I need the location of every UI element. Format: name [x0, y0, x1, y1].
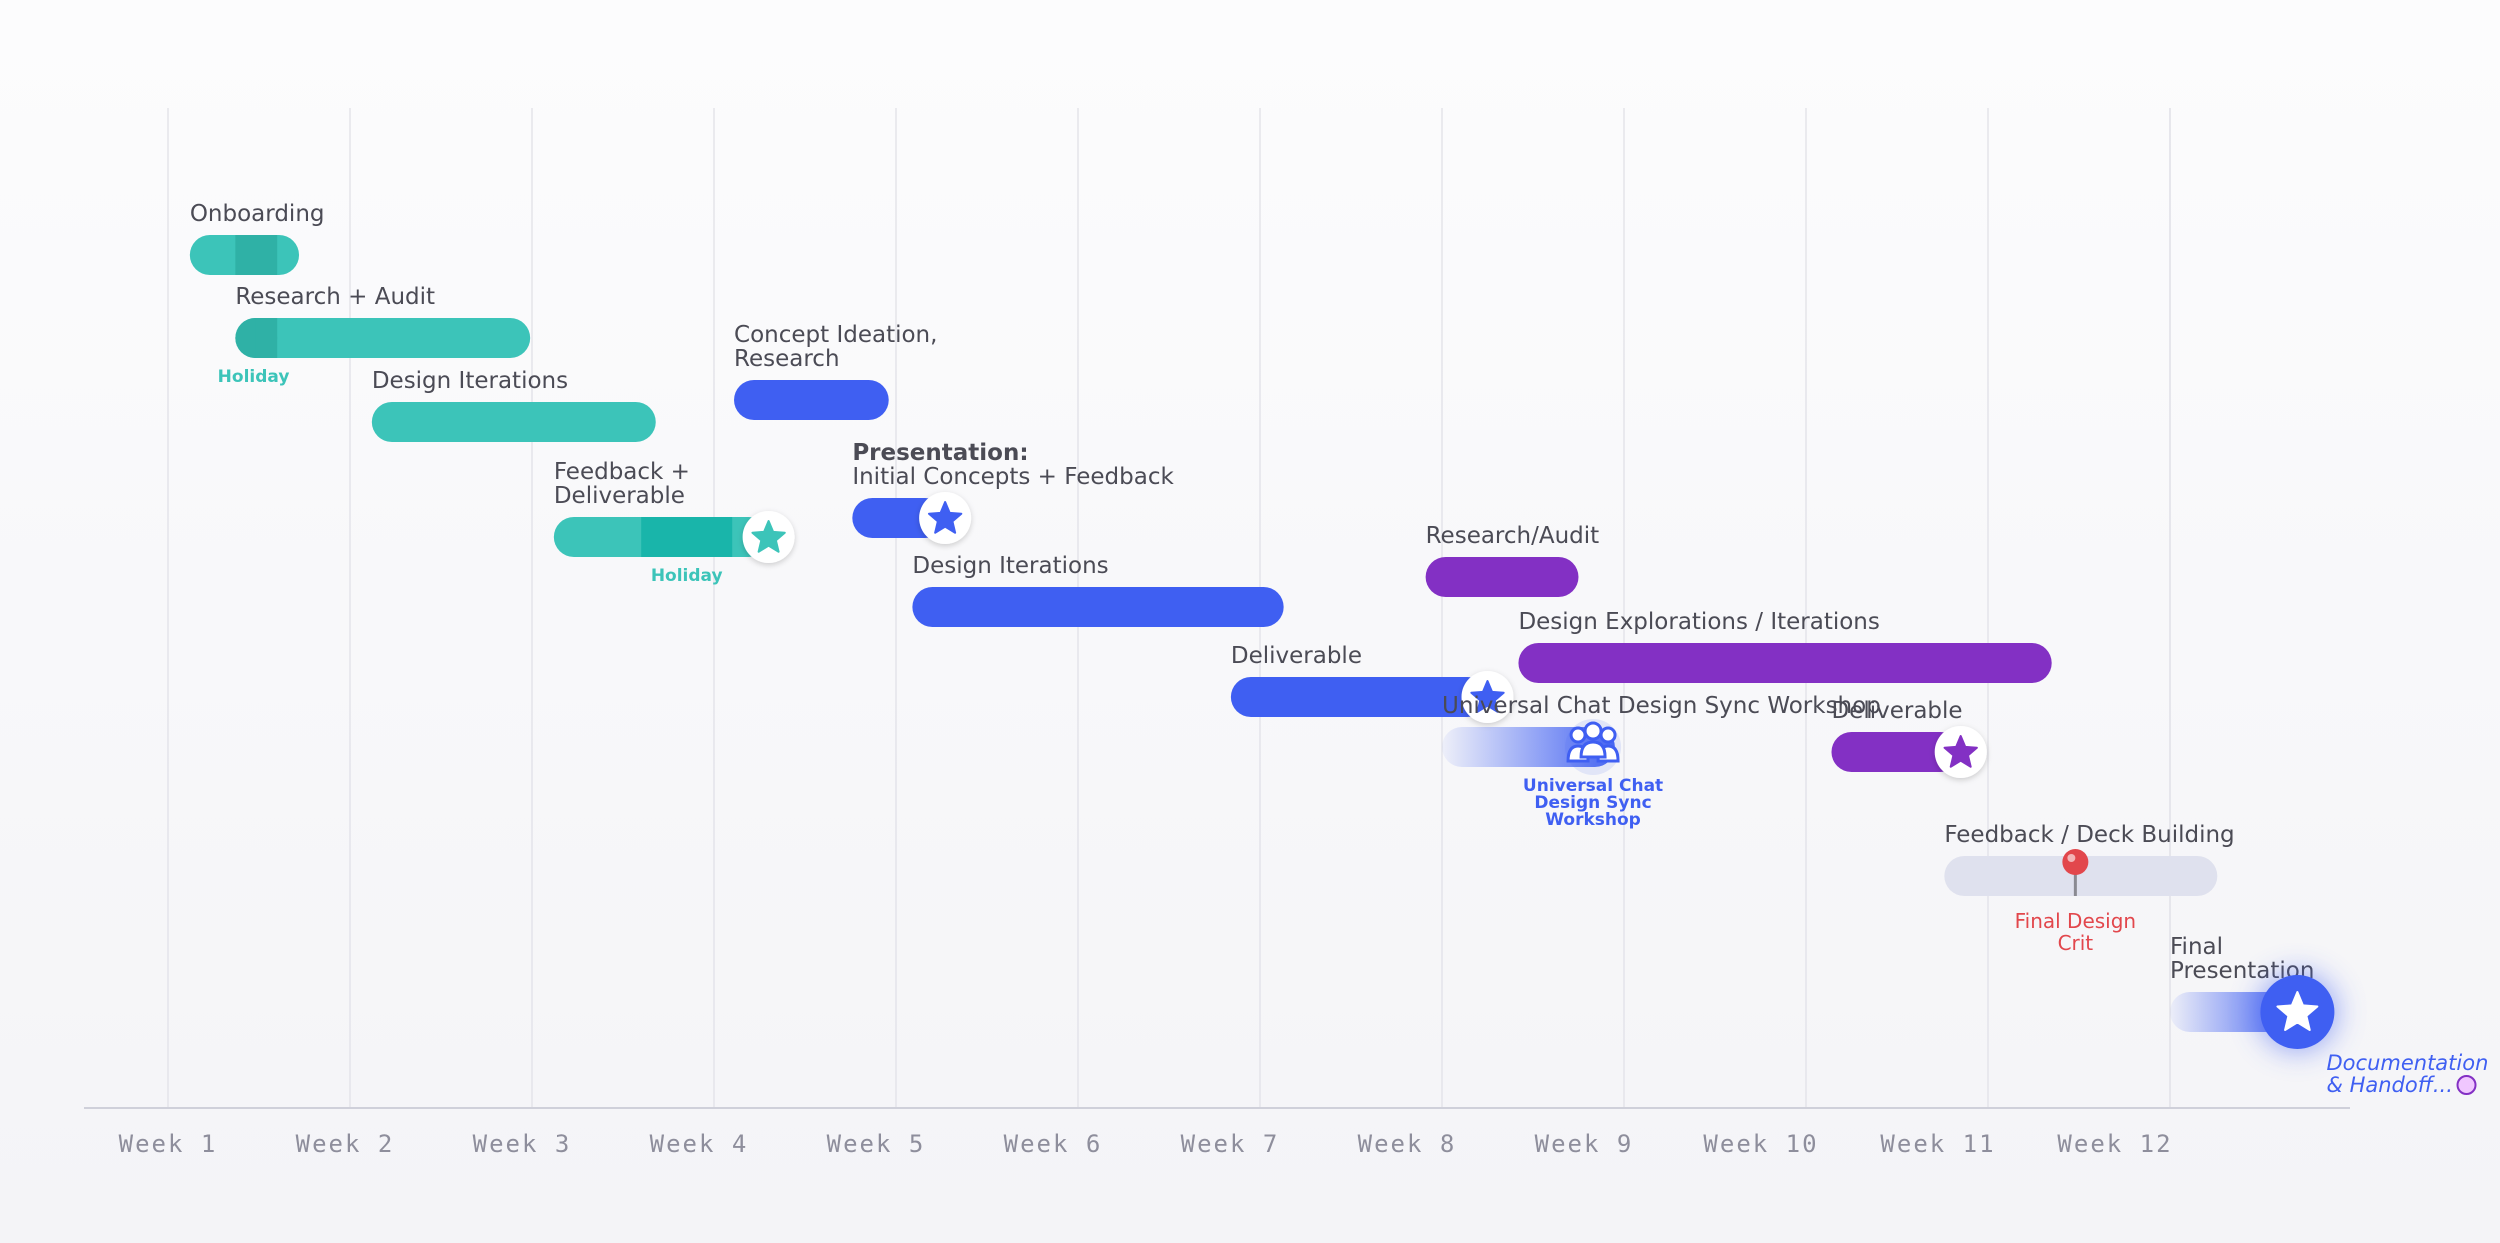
task-bars: Onboarding Research + Audit Holiday Design …	[189, 201, 2488, 1097]
star-icon	[751, 520, 786, 553]
task-bar	[371, 402, 656, 442]
star-icon	[927, 501, 963, 534]
pin-highlight	[2067, 854, 2076, 862]
task-note: & Handoff...	[2327, 1073, 2453, 1097]
holiday-highlight	[235, 235, 278, 275]
task-bar	[1944, 856, 2218, 896]
task-6: Design Iterations	[912, 553, 1284, 627]
task-7: Deliverable	[1230, 643, 1514, 723]
task-bar	[235, 318, 531, 358]
task-note: Documentation	[2327, 1051, 2489, 1075]
task-5: Presentation:Initial Concepts + Feedback	[852, 440, 1174, 544]
task-bar	[1831, 732, 1961, 772]
tick-label: Week 2	[296, 1130, 395, 1158]
avatar-icon	[2456, 1075, 2477, 1095]
task-8: Universal Chat Design Sync Workshop Unive…	[1442, 693, 1881, 830]
task-label: Design Iterations	[912, 553, 1108, 579]
tick-label: Week 8	[1358, 1130, 1457, 1158]
task-2: Design Iterations	[371, 368, 656, 442]
task-0: Onboarding	[189, 201, 325, 275]
tick-label: Week 11	[1880, 1130, 1995, 1158]
person-head	[1599, 726, 1617, 744]
star-icon	[2276, 991, 2319, 1031]
task-label: Deliverable	[554, 483, 685, 509]
tick-label: Week 10	[1703, 1130, 1818, 1158]
task-label: Concept Ideation,	[734, 322, 937, 348]
people-icon	[1566, 721, 1620, 763]
tick-label: Week 4	[650, 1130, 749, 1158]
task-bar	[1518, 643, 2052, 683]
task-1: Research + Audit Holiday	[218, 284, 531, 387]
task-note: Universal Chat	[1523, 776, 1663, 796]
task-4: Concept Ideation,Research	[734, 322, 937, 420]
task-label: Universal Chat Design Sync Workshop	[1442, 693, 1881, 719]
task-label: Design Iterations	[372, 368, 568, 394]
task-label: Initial Concepts + Feedback	[852, 464, 1174, 490]
task-note: Holiday	[651, 566, 723, 586]
task-note: Design Sync	[1534, 793, 1651, 813]
task-note: Holiday	[218, 367, 290, 387]
star-icon	[1470, 680, 1505, 713]
pin-icon	[2062, 849, 2089, 875]
task-bar	[1230, 677, 1488, 717]
tick-label: Week 5	[827, 1130, 926, 1158]
holiday-highlight	[255, 318, 278, 358]
task-note: Final Design	[2015, 909, 2137, 933]
tick-label: Week 1	[119, 1130, 218, 1158]
task-bar	[1425, 557, 1579, 597]
task-bar	[734, 380, 889, 420]
task-10: Design Explorations / Iterations	[1518, 609, 2052, 683]
task-note: Crit	[2058, 931, 2094, 955]
task-label: Deliverable	[1831, 698, 1962, 724]
task-label: Research	[734, 346, 840, 372]
star-icon	[1943, 735, 1978, 768]
task-9: Research/Audit	[1425, 523, 1600, 597]
task-label: Feedback +	[554, 459, 690, 485]
person-head	[1569, 726, 1587, 744]
task-label: Final	[2170, 934, 2223, 960]
task-note: Workshop	[1545, 810, 1641, 830]
task-3: Feedback +Deliverable Holiday	[553, 459, 795, 586]
task-11: Deliverable	[1831, 698, 1987, 778]
person-head	[1583, 721, 1603, 741]
task-bar	[912, 587, 1284, 627]
task-label: Research/Audit	[1426, 523, 1600, 549]
tick-label: Week 9	[1535, 1130, 1634, 1158]
tick-label: Week 12	[2057, 1130, 2172, 1158]
task-label: Design Explorations / Iterations	[1518, 609, 1879, 635]
person-body	[1579, 740, 1607, 759]
task-label: Deliverable	[1231, 643, 1362, 669]
holiday-highlight	[641, 517, 733, 557]
tick-label: Week 3	[473, 1130, 572, 1158]
tick-label: Week 6	[1004, 1130, 1103, 1158]
task-label: Research + Audit	[235, 284, 435, 310]
task-label: Onboarding	[190, 201, 325, 227]
tick-label: Week 7	[1181, 1130, 1280, 1158]
task-label: Presentation:	[852, 440, 1028, 466]
x-axis: Week 1 Week 2 Week 3 Week 4 Week 5 Week 6 Week…	[84, 1107, 2350, 1158]
task-label: Feedback / Deck Building	[1944, 822, 2234, 848]
